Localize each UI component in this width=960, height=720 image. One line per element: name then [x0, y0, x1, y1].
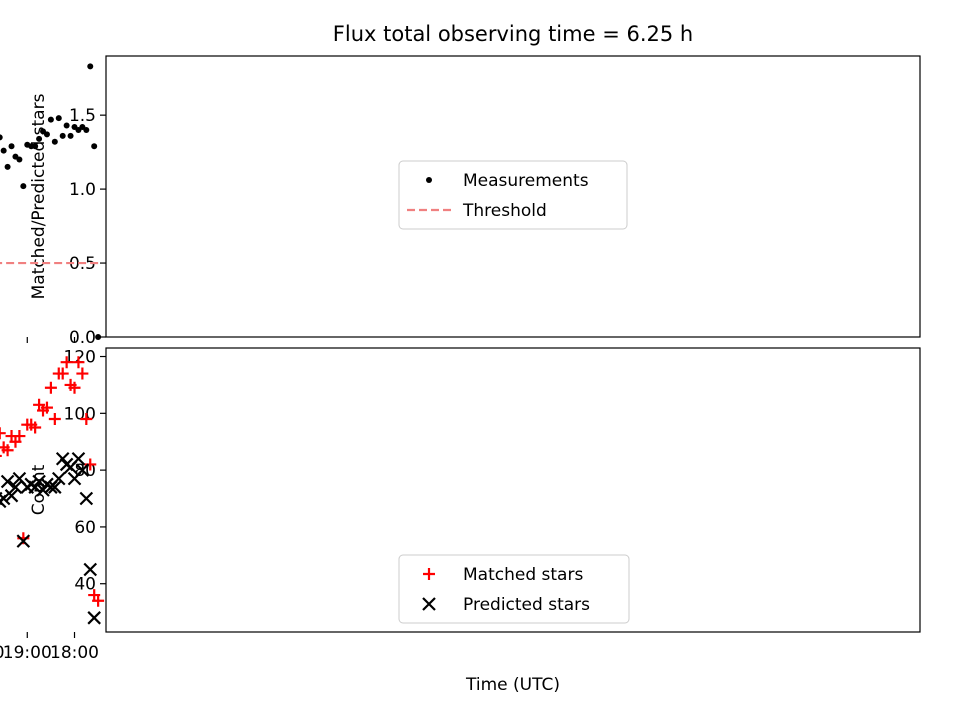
predicted-star-point: [87, 611, 101, 625]
y-tick-label: 120: [64, 348, 96, 368]
matched-star-point: [80, 413, 93, 425]
x-tick-label: 20:00: [0, 643, 5, 663]
predicted-star-point: [32, 474, 46, 489]
matched-star-point: [48, 413, 61, 425]
matched-star-point: [5, 430, 18, 443]
measurement-point: [24, 141, 31, 148]
y-axis-label: Matched/Predicted stars: [29, 93, 49, 299]
measurement-point: [55, 115, 62, 122]
y-tick-label: 60: [74, 518, 96, 538]
chart-title: Flux total observing time = 6.25 h: [333, 22, 693, 46]
legend-label: Measurements: [463, 171, 589, 191]
measurement-point: [87, 63, 94, 70]
predicted-star-point: [36, 483, 50, 497]
predicted-star-point: [0, 474, 15, 489]
matched-star-point: [0, 454, 2, 458]
measurement-point: [36, 135, 43, 142]
measurement-point: [91, 143, 98, 150]
predicted-star-point: [48, 480, 62, 494]
y-tick-label: 100: [64, 404, 96, 424]
matched-star-point: [52, 367, 65, 380]
matched-star-point: [84, 458, 97, 471]
y-tick-label: 0.0: [69, 328, 96, 348]
legend-box: [398, 554, 630, 624]
predicted-star-point: [55, 451, 70, 466]
axes-frame: [105, 55, 921, 338]
predicted-star-point: [79, 491, 94, 506]
x-tick-label: 18:00: [50, 643, 99, 663]
matched-star-point: [44, 381, 57, 394]
measurement-point: [20, 183, 27, 190]
measurement-point: [8, 143, 15, 150]
matched-star-point: [72, 356, 85, 369]
matched-star-point: [0, 427, 6, 440]
y-tick-label: 40: [74, 575, 96, 595]
matched-star-point: [88, 589, 101, 602]
legend-label: Matched stars: [463, 565, 583, 585]
measurement-point: [40, 128, 47, 135]
predicted-star-point: [0, 494, 7, 509]
x-axis-label: Time (UTC): [465, 675, 560, 695]
matched-star-point: [60, 356, 73, 369]
legend-dot-marker: [426, 177, 432, 183]
axes-frame: [105, 347, 921, 633]
predicted-star-point: [8, 480, 23, 494]
matched-star-point: [21, 418, 34, 431]
legend-box: [398, 160, 628, 230]
predicted-star-point: [4, 488, 19, 503]
legend-label: Threshold: [462, 201, 547, 221]
measurement-point: [4, 163, 11, 170]
predicted-star-point: [40, 477, 54, 492]
legend-label: Predicted stars: [463, 595, 590, 615]
measurement-point: [51, 138, 58, 145]
legend-x-marker: [422, 597, 436, 611]
measurement-point: [0, 147, 7, 154]
measurement-point: [63, 122, 70, 129]
star-count-panel: 40608010012018:0019:0020:0021:0022:0023:…: [0, 347, 921, 695]
predicted-star-point: [12, 471, 27, 486]
measurement-point: [67, 132, 74, 139]
predicted-star-point: [67, 471, 82, 486]
matched-star-point: [76, 367, 89, 380]
predicted-star-point: [59, 457, 74, 472]
measurement-point: [12, 153, 19, 160]
measurement-point: [71, 123, 78, 130]
matched-star-point: [0, 441, 10, 454]
predicted-star-point: [16, 534, 31, 548]
y-tick-label: 1.5: [69, 106, 96, 126]
measurement-point: [59, 132, 66, 139]
measurement-point: [47, 116, 54, 123]
predicted-star-point: [83, 562, 98, 577]
matched-star-point: [64, 378, 77, 391]
y-tick-label: 1.0: [69, 180, 96, 200]
legend-plus-marker: [423, 568, 435, 580]
matched-star-point: [33, 398, 46, 411]
x-tick-label: 19:00: [3, 643, 52, 663]
measurement-point: [0, 134, 3, 141]
measurement-point: [95, 334, 102, 340]
